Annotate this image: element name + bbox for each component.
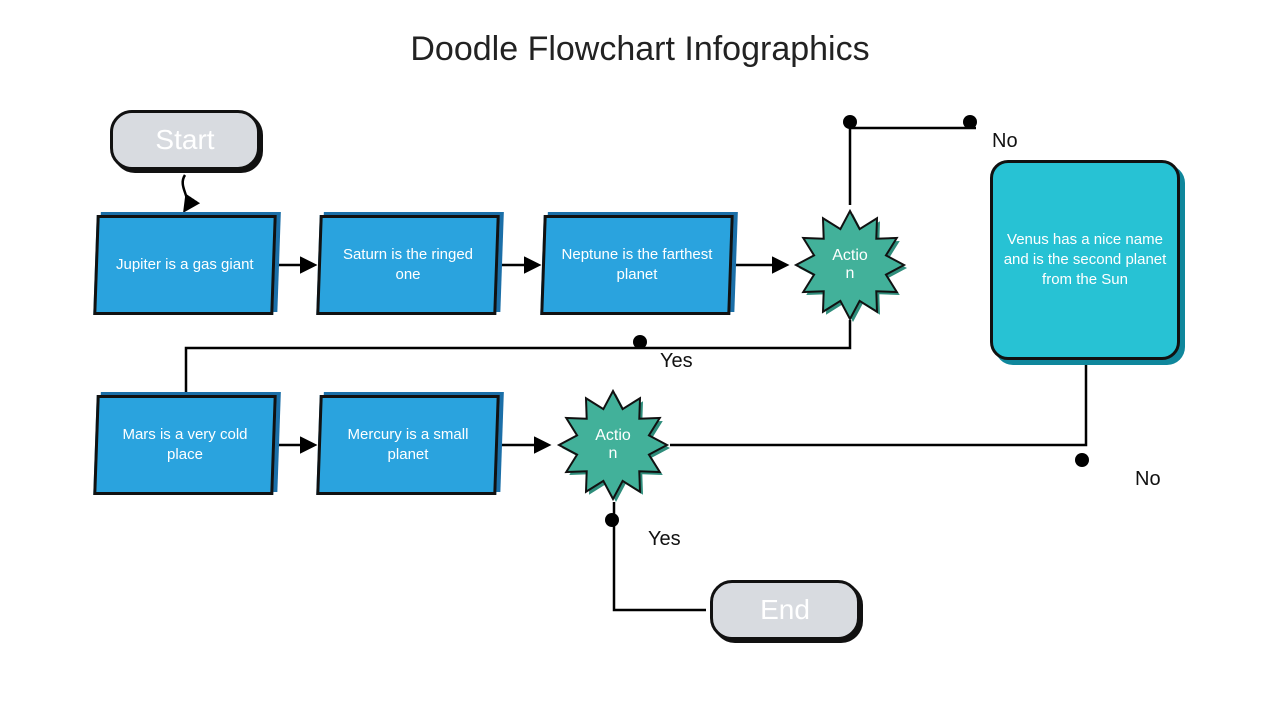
venus-text: Venus has a nice name and is the second …	[1003, 230, 1167, 291]
venus-node: Venus has a nice name and is the second …	[990, 160, 1180, 360]
box-saturn: Saturn is the ringed one	[316, 215, 499, 315]
page-title: Doodle Flowchart Infographics	[0, 30, 1280, 69]
star-text: Action	[790, 205, 910, 325]
connectors	[0, 0, 1280, 720]
junction-dot	[843, 115, 857, 129]
box-jupiter: Jupiter is a gas giant	[93, 215, 276, 315]
junction-dot	[1075, 453, 1089, 467]
box-text: Mars is a very cold place	[108, 425, 262, 466]
junction-dot	[963, 115, 977, 129]
box-neptune: Neptune is the farthest planet	[540, 215, 733, 315]
box-mars: Mars is a very cold place	[93, 395, 276, 495]
star-action1: Action	[790, 205, 910, 325]
box-text: Jupiter is a gas giant	[116, 255, 254, 275]
edge-label: Yes	[660, 350, 693, 373]
edge-label: No	[992, 130, 1018, 153]
junction-dot	[605, 513, 619, 527]
star-text: Action	[553, 385, 673, 505]
start-node: Start	[110, 110, 260, 170]
start-label: Start	[155, 121, 214, 159]
box-text: Saturn is the ringed one	[331, 245, 485, 286]
junction-dot	[633, 335, 647, 349]
box-mercury: Mercury is a small planet	[316, 395, 499, 495]
end-node: End	[710, 580, 860, 640]
edge-label: Yes	[648, 528, 681, 551]
box-text: Neptune is the farthest planet	[555, 245, 719, 286]
box-text: Mercury is a small planet	[331, 425, 485, 466]
end-label: End	[760, 591, 810, 629]
star-action2: Action	[553, 385, 673, 505]
edge-label: No	[1135, 468, 1161, 491]
